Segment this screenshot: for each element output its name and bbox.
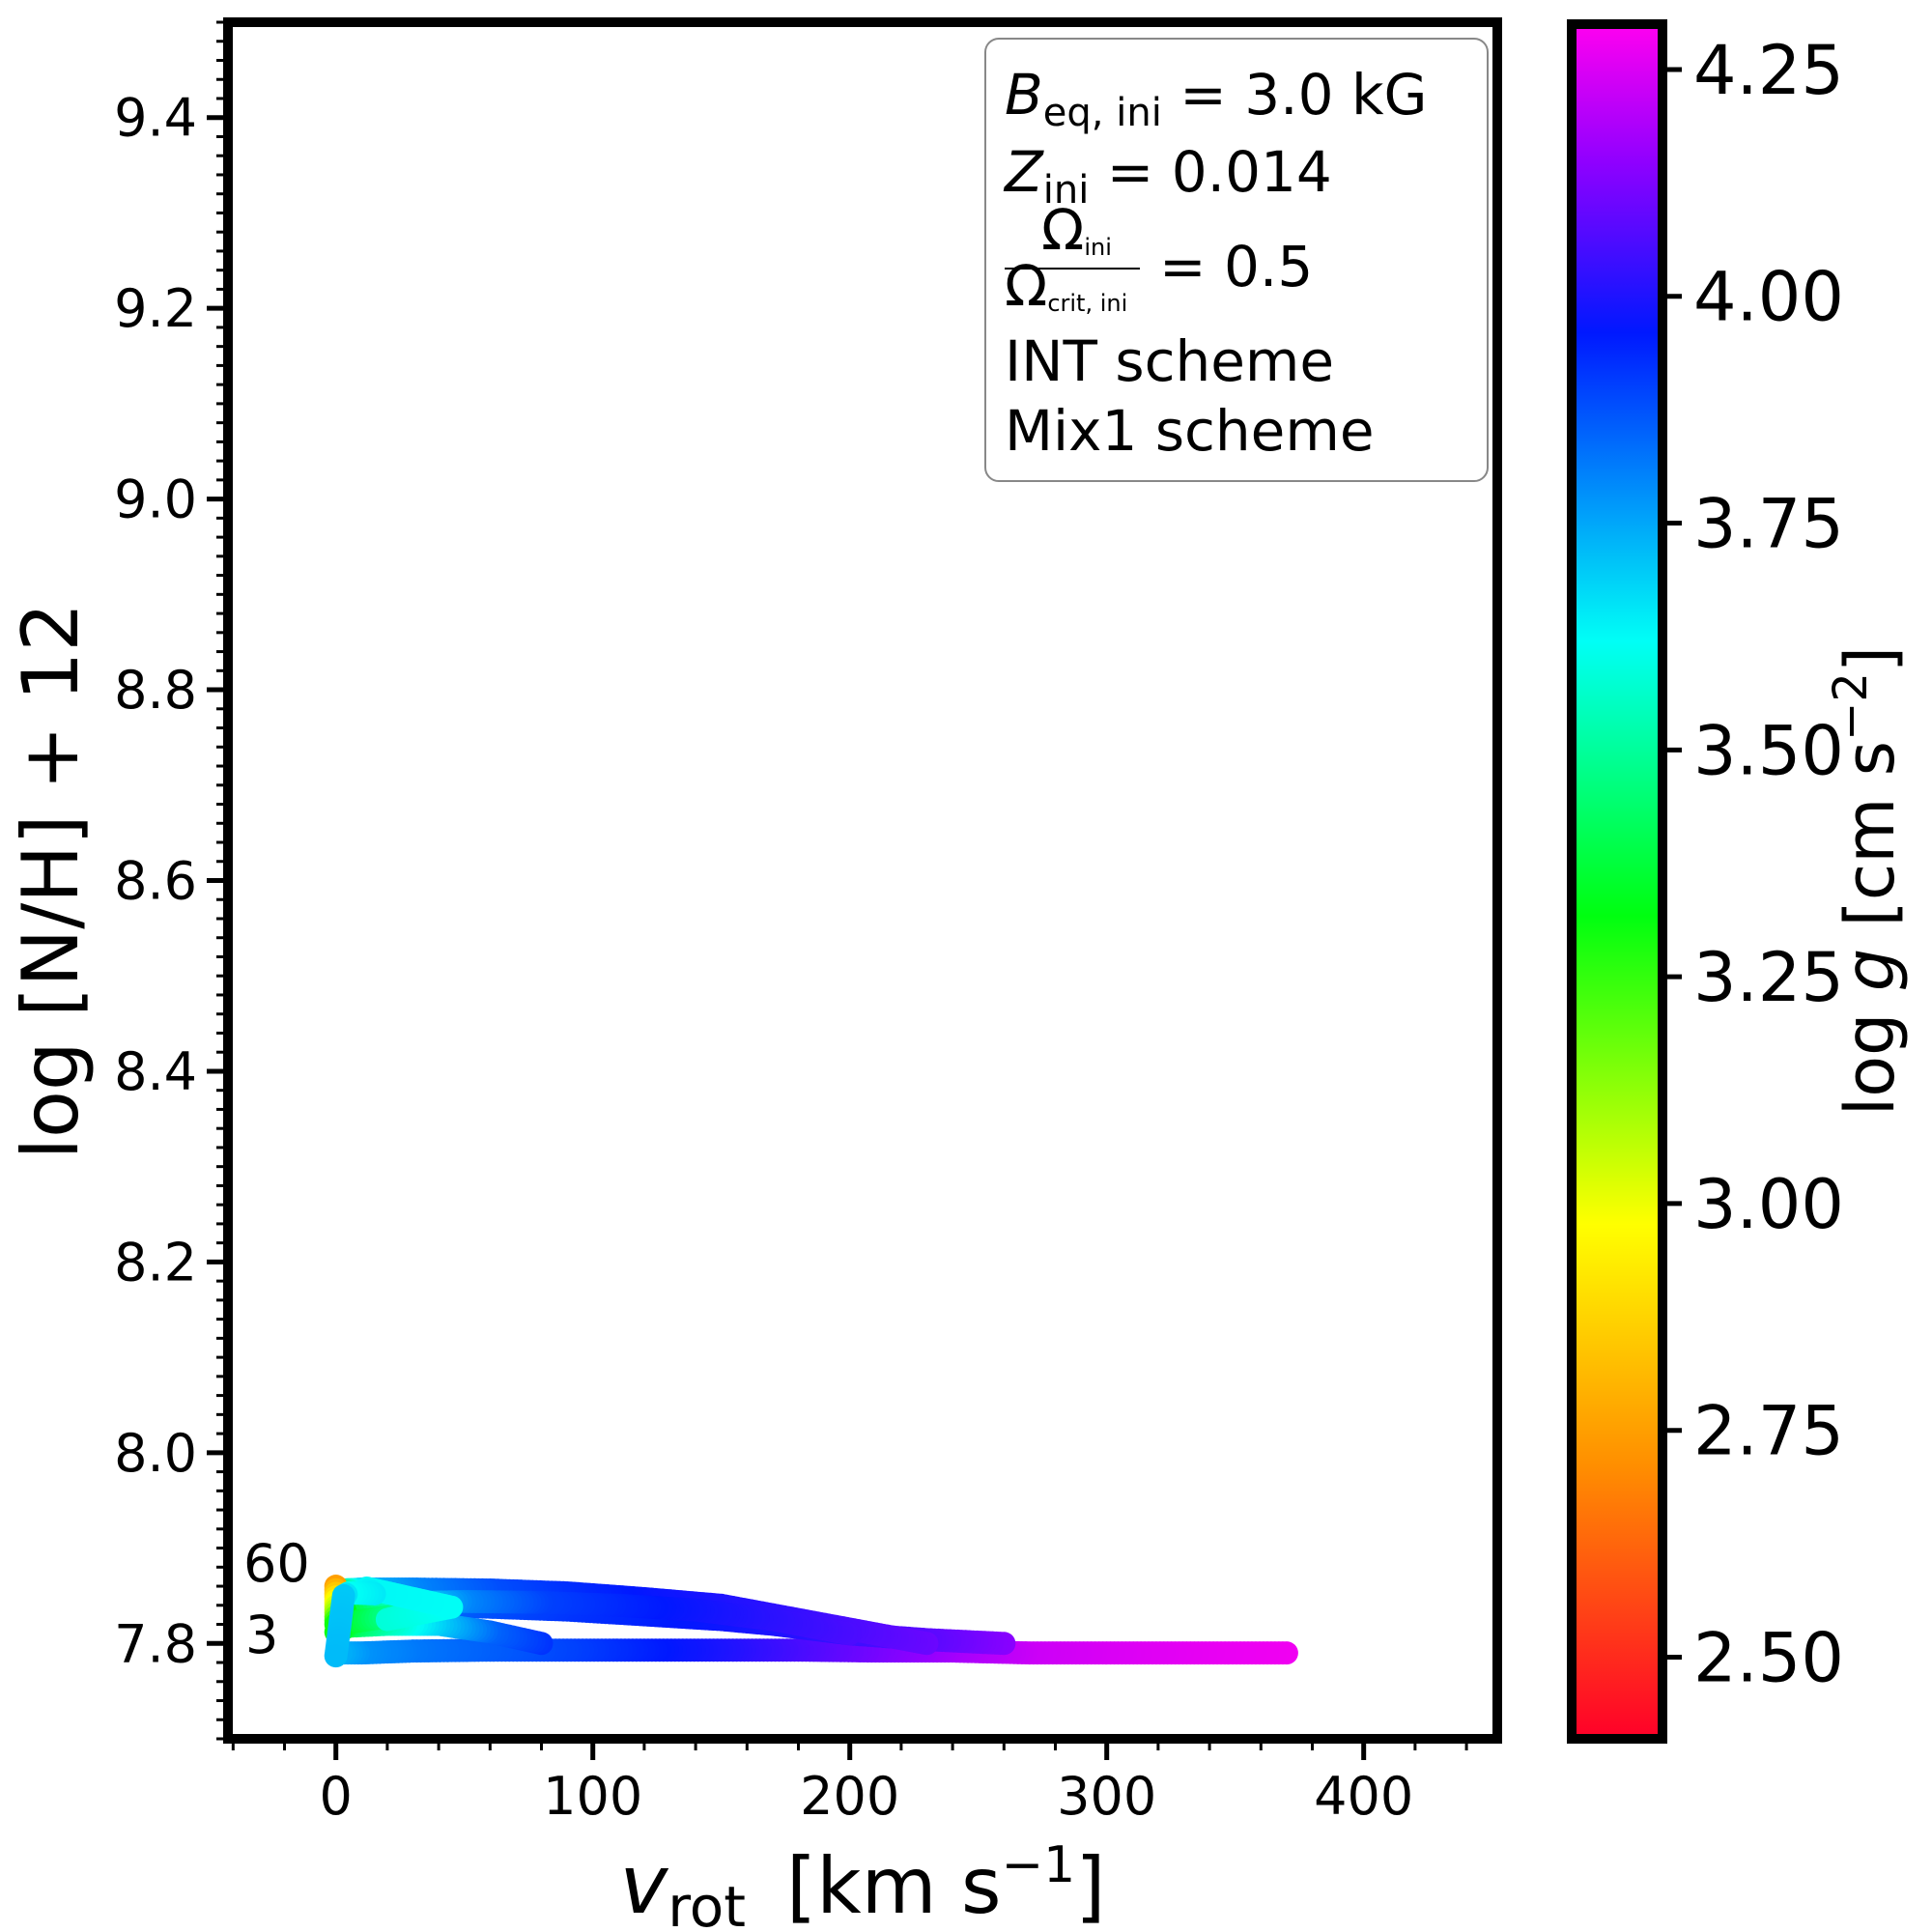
legend-omega-value: = 0.5 <box>1159 234 1313 299</box>
x-axis-title-close: ] <box>1075 1841 1105 1931</box>
y-tick-label: 8.0 <box>114 1423 197 1484</box>
y-tick-label: 9.4 <box>114 88 197 149</box>
colorbar-tick-label: 4.25 <box>1693 31 1844 110</box>
colorbar-tick-label: 3.50 <box>1693 711 1844 790</box>
legend-b-value: = 3.0 kG <box>1162 62 1428 128</box>
data-point <box>324 1644 348 1668</box>
y-tick-label: 8.8 <box>114 660 197 721</box>
colorbar-tick-label: 3.00 <box>1693 1165 1844 1244</box>
legend: Beq, ini = 3.0 kG Zini = 0.014 Ωini Ωcri… <box>984 38 1489 482</box>
colorbar-tick-label: 3.75 <box>1693 485 1844 564</box>
svg-text:Ωcrit, ini: Ωcrit, ini <box>1005 253 1127 319</box>
legend-z-sub: ini <box>1043 168 1090 213</box>
colorbar-title-close: ] <box>1831 646 1910 672</box>
colorbar-ticks: 2.50 2.75 3.00 3.25 3.50 3.75 4.00 4.25 <box>1662 31 1844 1697</box>
colorbar-title-pre: log <box>1831 991 1910 1116</box>
x-axis-title-var: v <box>620 1837 669 1932</box>
x-axis-title-unit: [km s <box>786 1841 1002 1931</box>
x-tick-label: 0 <box>320 1766 353 1827</box>
y-tick-label: 8.6 <box>114 851 197 912</box>
legend-line-int: INT scheme <box>1005 328 1334 394</box>
colorbar-tick-label: 2.50 <box>1693 1618 1844 1697</box>
legend-line-z: Zini = 0.014 <box>1003 139 1332 213</box>
legend-omega-num-sub: ini <box>1084 234 1112 261</box>
x-tick-label: 200 <box>800 1766 899 1827</box>
legend-omega-num: Ω <box>1041 197 1084 263</box>
x-axis-title-exp: −1 <box>1002 1836 1076 1894</box>
legend-line-mix: Mix1 scheme <box>1005 398 1375 464</box>
track-label-3: 3 <box>245 1605 278 1665</box>
y-tick-label: 8.2 <box>114 1232 197 1293</box>
colorbar-title-unit: [cm s <box>1831 741 1910 949</box>
legend-b-sub: eq, ini <box>1043 91 1162 135</box>
legend-b-var: B <box>1005 62 1043 128</box>
legend-omega-den: Ω <box>1005 253 1047 319</box>
y-tick-label: 8.4 <box>114 1041 197 1102</box>
plot-area <box>223 17 1502 1744</box>
x-axis: 0 100 200 300 400 <box>231 1739 1468 1827</box>
track-label-60: 60 <box>243 1533 310 1594</box>
colorbar: 2.50 2.75 3.00 3.25 3.50 3.75 4.00 4.25 <box>1567 19 1844 1744</box>
y-tick-label: 9.2 <box>114 278 197 339</box>
x-axis-title: vrot [km s−1] <box>620 1836 1106 1932</box>
legend-z-value: = 0.014 <box>1089 139 1332 205</box>
legend-line-b: Beq, ini = 3.0 kG <box>1005 62 1428 135</box>
legend-omega-den-sub: crit, ini <box>1047 290 1127 317</box>
colorbar-gradient <box>1567 19 1667 1744</box>
y-axis: 7.8 8.0 8.2 8.4 8.6 8.8 9.0 9.2 9.4 <box>114 20 228 1741</box>
legend-box <box>984 38 1489 482</box>
legend-z-var: Z <box>1003 139 1044 205</box>
colorbar-tick-label: 3.25 <box>1693 938 1844 1017</box>
colorbar-title-var: g <box>1831 949 1910 991</box>
x-tick-label: 400 <box>1314 1766 1413 1827</box>
data-points <box>324 1575 1298 1668</box>
y-axis-title: log [N/H] + 12 <box>6 603 96 1159</box>
y-tick-label: 9.0 <box>114 469 197 530</box>
colorbar-title: log g [cm s−2] <box>1824 646 1910 1116</box>
x-tick-label: 100 <box>543 1766 642 1827</box>
colorbar-tick-label: 4.00 <box>1693 258 1844 337</box>
colorbar-title-exp: −2 <box>1824 672 1878 741</box>
colorbar-tick-label: 2.75 <box>1693 1392 1844 1471</box>
svg-text:Ωini: Ωini <box>1041 197 1112 263</box>
x-tick-label: 300 <box>1057 1766 1156 1827</box>
y-tick-label: 7.8 <box>114 1613 197 1674</box>
legend-line-omega: Ωini Ωcrit, ini = 0.5 <box>1005 197 1313 319</box>
x-axis-title-sub: rot <box>668 1874 746 1932</box>
